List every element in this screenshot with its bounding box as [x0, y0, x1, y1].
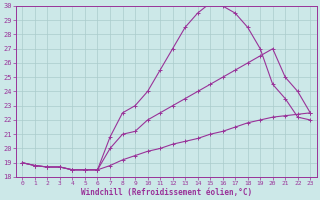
- X-axis label: Windchill (Refroidissement éolien,°C): Windchill (Refroidissement éolien,°C): [81, 188, 252, 197]
